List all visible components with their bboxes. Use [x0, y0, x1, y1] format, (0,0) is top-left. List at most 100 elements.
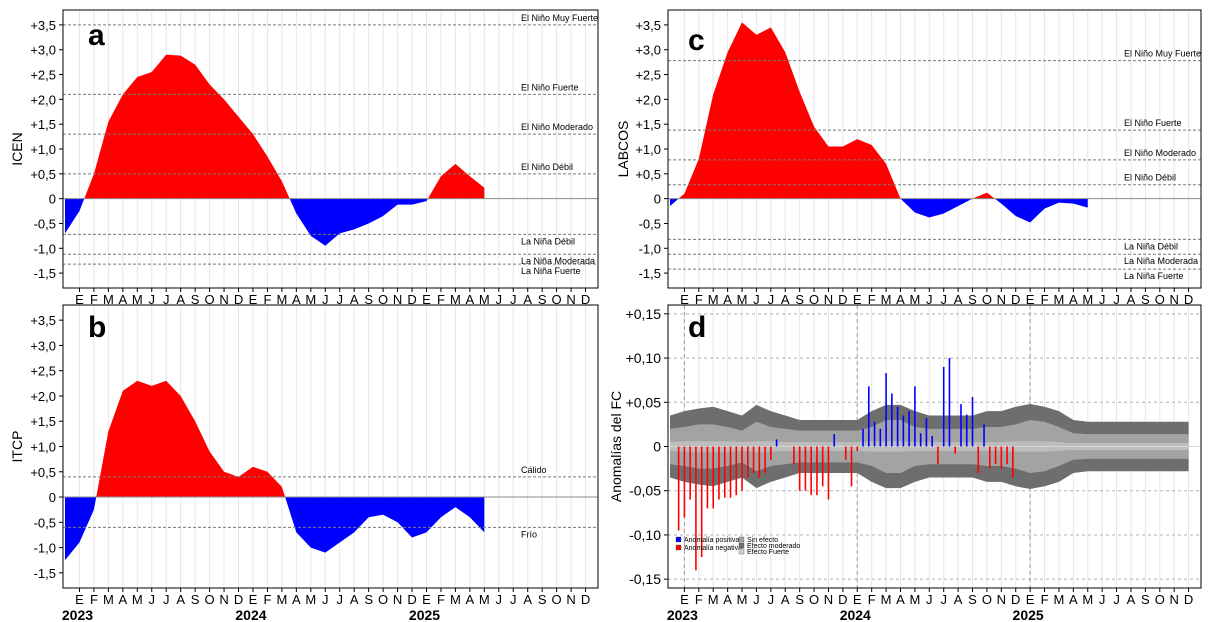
y-tick-label: 0: [653, 439, 661, 455]
threshold-label: La Niña Moderada: [521, 256, 595, 266]
y-tick-label: +1,5: [30, 414, 56, 429]
x-tick-label-month: S: [968, 592, 977, 607]
y-tick-label: +2,5: [30, 364, 56, 379]
area-negative: [65, 497, 485, 561]
x-tick-label-month: J: [940, 292, 947, 307]
threshold-label: La Niña Débil: [521, 236, 575, 246]
x-tick-label-month: J: [496, 292, 503, 307]
x-tick-label-month: S: [968, 292, 977, 307]
panel-letter: d: [688, 311, 706, 344]
threshold-label: El Niño Moderado: [1124, 148, 1196, 158]
x-tick-label-month: M: [305, 292, 316, 307]
y-tick-label: +0,5: [30, 167, 56, 182]
x-tick-label-month: J: [926, 592, 933, 607]
plot-frame: [62, 304, 599, 589]
x-tick-label-month: J: [336, 592, 343, 607]
x-year-label: 2023: [667, 607, 698, 622]
x-tick-label-month: A: [292, 292, 301, 307]
x-tick-label-month: E: [1026, 292, 1035, 307]
y-tick-label: -1,0: [34, 541, 56, 556]
x-tick-label-month: A: [523, 292, 532, 307]
x-tick-label-month: D: [838, 292, 847, 307]
x-tick-label-month: F: [263, 292, 271, 307]
x-tick-label-month: E: [75, 592, 84, 607]
x-tick-label-month: J: [163, 292, 170, 307]
y-tick-label: 0: [654, 192, 661, 207]
legend-swatch: [675, 536, 682, 543]
x-tick-label-month: M: [276, 292, 287, 307]
x-tick-label-month: A: [896, 292, 905, 307]
x-tick-label-month: A: [466, 592, 475, 607]
threshold-label: El Niño Moderado: [521, 122, 593, 132]
x-tick-label-month: A: [1069, 592, 1078, 607]
x-tick-label-month: O: [205, 592, 215, 607]
x-tick-label-month: J: [940, 592, 947, 607]
y-tick-label: +1,5: [635, 117, 661, 132]
x-tick-label-month: S: [795, 592, 804, 607]
x-tick-label-month: N: [566, 292, 575, 307]
x-tick-label-month: N: [393, 592, 402, 607]
x-tick-label-month: N: [824, 292, 833, 307]
x-tick-label-month: D: [581, 592, 590, 607]
x-tick-label-month: D: [234, 592, 243, 607]
x-tick-label-month: N: [566, 592, 575, 607]
panel-d: +0,15 +0,10 +0,05 0 -0,05 -0,10 -0,15 Anomalías…: [608, 304, 1202, 622]
area-negative: [65, 198, 485, 246]
y-tick-label: +0,5: [635, 167, 661, 182]
x-tick-label-month: S: [364, 592, 373, 607]
y-tick-label: -0,5: [34, 216, 56, 231]
x-tick-label-month: S: [538, 292, 547, 307]
x-tick-label-month: M: [132, 292, 143, 307]
threshold-label: El Niño Débil: [1124, 173, 1176, 183]
x-tick-label-month: J: [149, 292, 156, 307]
legend-label: Efecto Fuerte: [747, 549, 789, 556]
x-tick-label-month: M: [881, 292, 892, 307]
x-tick-label-month: S: [364, 292, 373, 307]
x-tick-label-month: F: [90, 592, 98, 607]
x-tick-label-month: O: [809, 592, 819, 607]
x-year-label: 2025: [409, 607, 440, 622]
y-tick-label: +2,0: [30, 389, 56, 404]
y-tick-label: +2,5: [30, 68, 56, 83]
x-tick-label-month: S: [538, 592, 547, 607]
x-tick-label-month: F: [695, 592, 703, 607]
x-tick-label-month: J: [768, 292, 775, 307]
y-tick-label: -0,05: [629, 483, 661, 499]
x-tick-label-month: A: [1069, 292, 1078, 307]
x-tick-label-month: M: [450, 292, 461, 307]
x-tick-label-month: M: [737, 592, 748, 607]
y-tick-label: -0,5: [34, 515, 56, 530]
y-axis-label: Anomalías del FC: [608, 391, 624, 502]
x-tick-label-month: M: [103, 592, 114, 607]
x-tick-label-month: O: [378, 592, 388, 607]
threshold-label: Frío: [521, 529, 537, 539]
x-tick-label-month: D: [838, 592, 847, 607]
x-tick-label-month: D: [1184, 292, 1193, 307]
x-tick-label-month: E: [75, 292, 84, 307]
x-tick-label-month: A: [176, 592, 185, 607]
x-tick-label-month: F: [437, 292, 445, 307]
x-tick-label-month: M: [479, 592, 490, 607]
x-tick-label-month: F: [695, 292, 703, 307]
x-tick-label-month: A: [292, 592, 301, 607]
x-tick-label-month: M: [1082, 592, 1093, 607]
panel-c: +3,5 +3,0 +2,5 +2,0 +1,5 +1,0 +0,5 0 -0,5 -1,0 -1,…: [615, 9, 1202, 307]
x-tick-label-month: M: [450, 592, 461, 607]
threshold-label: La Niña Moderada: [1124, 256, 1198, 266]
x-tick-label-month: M: [708, 592, 719, 607]
y-tick-label: +2,5: [635, 68, 661, 83]
x-tick-label-month: J: [510, 292, 517, 307]
legend-swatch: [738, 536, 745, 543]
x-tick-label-month: A: [781, 592, 790, 607]
threshold-label: Cálido: [521, 465, 547, 475]
x-tick-label-month: N: [997, 592, 1006, 607]
area-positive: [65, 54, 485, 199]
threshold-label: La Niña Fuerte: [1124, 271, 1184, 281]
y-tick-label: +2,0: [30, 92, 56, 107]
y-axis-label: LABCOS: [615, 121, 631, 178]
panel-letter: b: [88, 311, 106, 344]
x-tick-label-month: N: [1169, 292, 1178, 307]
x-tick-label-month: N: [824, 592, 833, 607]
y-tick-label: +0,05: [626, 394, 662, 410]
